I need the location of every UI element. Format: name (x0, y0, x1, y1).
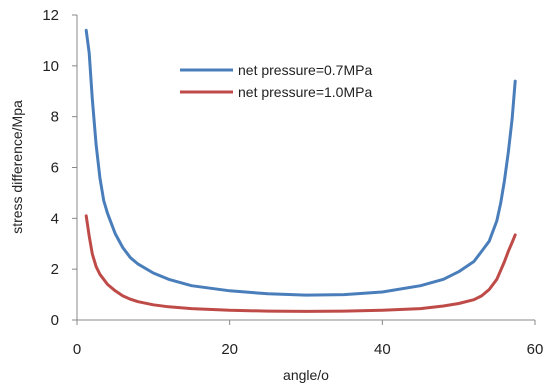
axes (72, 14, 536, 325)
x-axis-label: angle/o (283, 367, 329, 383)
y-tick-label: 6 (51, 160, 59, 177)
y-tick-label: 0 (51, 312, 59, 329)
legend-label-1: net pressure=0.7MPa (238, 62, 372, 78)
y-tick-label: 8 (51, 109, 59, 126)
legend: net pressure=0.7MPa net pressure=1.0MPa (180, 62, 372, 100)
x-tick-label: 40 (374, 341, 391, 358)
y-tick-label: 10 (42, 58, 59, 75)
x-tick-label: 60 (527, 341, 544, 358)
y-tick-label: 2 (51, 261, 59, 278)
y-tick-label: 4 (51, 210, 59, 227)
series-line-2 (84, 214, 517, 313)
x-tick-label: 0 (73, 341, 81, 358)
legend-label-2: net pressure=1.0MPa (238, 84, 372, 100)
series-line-1 (84, 28, 517, 297)
tick-labels: 0 2 4 6 8 10 12 0 20 40 60 (42, 7, 543, 358)
series-lines (84, 28, 517, 313)
x-tick-label: 20 (221, 341, 238, 358)
y-tick-label: 12 (42, 7, 59, 24)
y-axis-label: stress difference/Mpa (9, 100, 25, 234)
